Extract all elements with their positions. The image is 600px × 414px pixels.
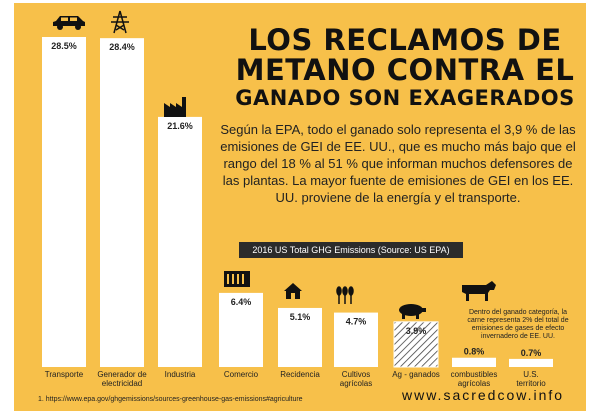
category-label-8-line-1: territorio: [516, 379, 546, 388]
category-label-1-line-1: electricidad: [102, 379, 142, 388]
category-label-2: Industria: [165, 370, 196, 379]
footnote: 1. https://www.epa.gov/ghgemissions/sour…: [38, 396, 303, 403]
value-label-4: 5.1%: [290, 312, 311, 322]
bar-0: [42, 37, 86, 367]
headline-line-2: METANO CONTRA EL: [235, 53, 575, 87]
value-label-1: 28.4%: [109, 42, 135, 52]
category-label-6: Ag - ganados: [392, 370, 440, 379]
bar-6: [393, 321, 439, 368]
category-label-5-line-1: agrícolas: [340, 379, 372, 388]
website-url: www.sacredcow.info: [402, 387, 565, 403]
headline: LOS RECLAMOS DE METANO CONTRA EL GANADO …: [232, 25, 578, 111]
value-label-5: 4.7%: [346, 317, 367, 327]
car-icon: [53, 16, 85, 30]
category-label-7-line-0: combustibles: [451, 370, 498, 379]
category-label-3: Comercio: [224, 370, 259, 379]
power-tower-icon: [111, 10, 129, 34]
building-icon: [224, 271, 250, 287]
bar-8: [509, 358, 553, 367]
headline-line-1: LOS RECLAMOS DE: [248, 23, 562, 57]
value-label-7: 0.8%: [464, 347, 485, 357]
body-text: Según la EPA, todo el ganado solo repres…: [220, 122, 576, 205]
category-label-8-line-0: U.S.: [523, 370, 539, 379]
livestock-note: Dentro del ganado categoría, la carne re…: [467, 309, 569, 340]
headline-line-3: GANADO SON EXAGERADOS: [235, 86, 575, 110]
emissions-bar-chart: 28.5% Transporte 28.4% Generador deelectric…: [42, 10, 553, 388]
value-label-2: 21.6%: [167, 121, 193, 131]
bar-4: [278, 307, 322, 367]
bar-3: [219, 292, 263, 367]
category-label-0: Transporte: [45, 370, 84, 379]
cow-icon: [462, 281, 496, 301]
wheat-icon: [336, 286, 354, 304]
category-label-7-line-1: agrícolas: [458, 379, 490, 388]
value-label-0: 28.5%: [51, 41, 77, 51]
bar-5: [334, 312, 378, 367]
category-label-5-line-0: Cultivos: [342, 370, 370, 379]
bar-7: [452, 357, 496, 367]
category-label-1-line-0: Generador de: [97, 370, 147, 379]
bar-1: [100, 38, 144, 367]
chart-title-bar: 2016 US Total GHG Emissions (Source: US …: [239, 242, 463, 258]
house-icon: [284, 283, 302, 299]
value-label-3: 6.4%: [231, 297, 252, 307]
infographic-frame: LOS RECLAMOS DE METANO CONTRA EL GANADO …: [14, 3, 586, 411]
value-label-8: 0.7%: [521, 348, 542, 358]
category-label-4: Recidencia: [280, 370, 320, 379]
factory-icon: [164, 97, 186, 117]
bar-2: [158, 116, 202, 367]
pig-icon: [399, 304, 426, 319]
value-label-6: 3.9%: [406, 326, 427, 336]
